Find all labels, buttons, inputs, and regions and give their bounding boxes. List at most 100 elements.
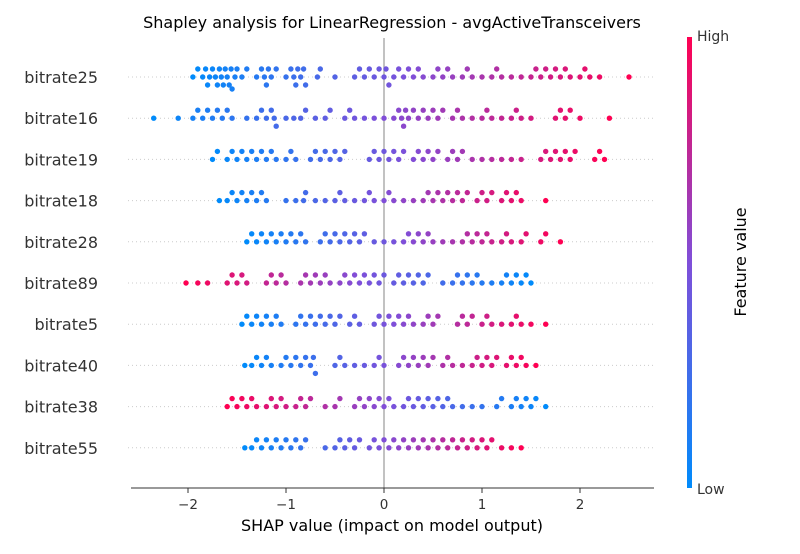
shap-point bbox=[293, 239, 299, 245]
shap-point bbox=[371, 362, 377, 369]
shap-point bbox=[322, 403, 328, 410]
shap-point bbox=[420, 156, 426, 163]
shap-point bbox=[293, 354, 299, 361]
shap-point bbox=[371, 115, 377, 121]
shap-point bbox=[503, 231, 510, 237]
shap-point bbox=[498, 156, 505, 163]
shap-point bbox=[430, 156, 436, 163]
shap-point bbox=[293, 82, 299, 88]
shap-point bbox=[244, 313, 250, 319]
shap-point bbox=[508, 197, 515, 204]
shap-point bbox=[513, 313, 519, 319]
shap-point bbox=[445, 156, 451, 163]
shap-point bbox=[381, 148, 387, 155]
shap-point bbox=[464, 272, 470, 278]
shap-point bbox=[317, 239, 323, 245]
shap-point bbox=[337, 313, 343, 319]
shap-point bbox=[449, 115, 456, 121]
shap-point bbox=[322, 115, 328, 121]
colorbar-low-label: Low bbox=[697, 482, 725, 498]
shap-point bbox=[312, 272, 319, 278]
shap-point bbox=[538, 239, 544, 245]
shap-point bbox=[474, 445, 480, 451]
shap-point bbox=[268, 395, 274, 402]
shap-point bbox=[327, 156, 333, 163]
shap-point bbox=[244, 115, 250, 121]
shap-point bbox=[195, 66, 201, 72]
shap-point bbox=[249, 321, 255, 327]
shap-point bbox=[435, 115, 441, 121]
shap-point bbox=[430, 197, 436, 204]
shap-point bbox=[464, 66, 470, 72]
shap-point bbox=[494, 66, 500, 72]
shap-point bbox=[562, 66, 568, 72]
colorbar: High Low Feature value bbox=[687, 29, 750, 498]
shap-point bbox=[332, 148, 338, 155]
shap-point bbox=[518, 197, 524, 204]
shap-point bbox=[302, 239, 309, 245]
shap-point bbox=[356, 280, 363, 286]
shap-point bbox=[484, 313, 490, 319]
shap-point bbox=[307, 313, 314, 319]
shap-point bbox=[263, 313, 270, 319]
shap-point bbox=[209, 156, 216, 163]
shap-point bbox=[533, 362, 539, 369]
feature-label: bitrate18 bbox=[24, 192, 98, 211]
shap-point bbox=[479, 437, 485, 443]
shap-point bbox=[552, 115, 559, 121]
shap-point bbox=[435, 66, 441, 72]
shap-point bbox=[253, 239, 260, 245]
shap-point bbox=[317, 313, 323, 319]
shap-point bbox=[518, 115, 524, 121]
shap-point bbox=[332, 445, 338, 451]
shap-point bbox=[322, 321, 328, 327]
shap-point bbox=[293, 437, 299, 443]
shap-point bbox=[405, 231, 412, 237]
shap-point bbox=[347, 280, 353, 286]
shap-point bbox=[253, 115, 260, 121]
shap-point bbox=[396, 272, 402, 278]
shap-point bbox=[518, 321, 524, 327]
shap-point bbox=[398, 115, 405, 121]
shap-point bbox=[283, 197, 289, 204]
shap-point bbox=[278, 321, 284, 327]
shap-point bbox=[265, 66, 272, 72]
shap-point bbox=[228, 66, 234, 72]
shap-point bbox=[552, 66, 559, 72]
shap-point bbox=[258, 321, 265, 327]
shap-point bbox=[218, 74, 224, 80]
shap-point bbox=[332, 362, 338, 369]
shap-point bbox=[489, 321, 495, 327]
shap-point bbox=[371, 321, 377, 327]
shap-point bbox=[518, 403, 524, 410]
shap-point bbox=[317, 66, 323, 72]
shap-point bbox=[454, 445, 461, 451]
x-tick-label: 1 bbox=[478, 497, 487, 513]
shap-point bbox=[391, 115, 397, 121]
shap-point bbox=[498, 445, 505, 451]
shap-point bbox=[327, 280, 333, 286]
shap-point bbox=[342, 272, 348, 278]
feature-label: bitrate16 bbox=[24, 109, 98, 128]
shap-point bbox=[209, 66, 216, 72]
shap-point bbox=[508, 239, 515, 245]
shap-point bbox=[513, 107, 519, 113]
shap-point bbox=[425, 231, 431, 237]
shap-point bbox=[400, 74, 407, 80]
shap-point bbox=[430, 321, 436, 327]
shap-point bbox=[268, 272, 274, 278]
shap-point bbox=[283, 115, 289, 121]
shap-point bbox=[543, 321, 549, 327]
shap-point bbox=[204, 107, 211, 113]
shap-point bbox=[253, 437, 260, 443]
shap-point bbox=[626, 74, 632, 80]
colorbar-title: Feature value bbox=[731, 207, 750, 316]
shap-point bbox=[224, 107, 230, 113]
shap-point bbox=[449, 437, 456, 443]
shap-point bbox=[381, 197, 387, 204]
shap-point bbox=[366, 66, 372, 72]
shap-point bbox=[253, 354, 260, 361]
shap-point bbox=[273, 437, 279, 443]
shap-point bbox=[219, 115, 225, 121]
shap-point bbox=[440, 280, 446, 286]
